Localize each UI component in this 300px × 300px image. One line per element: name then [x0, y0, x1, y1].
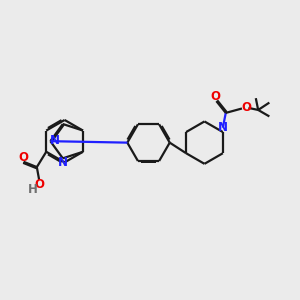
Text: N: N [58, 156, 68, 169]
Text: O: O [242, 101, 251, 114]
Text: O: O [19, 151, 28, 164]
Text: N: N [50, 134, 59, 147]
Text: H: H [28, 183, 38, 196]
Text: N: N [218, 122, 228, 134]
Text: O: O [211, 91, 221, 103]
Text: O: O [34, 178, 44, 191]
